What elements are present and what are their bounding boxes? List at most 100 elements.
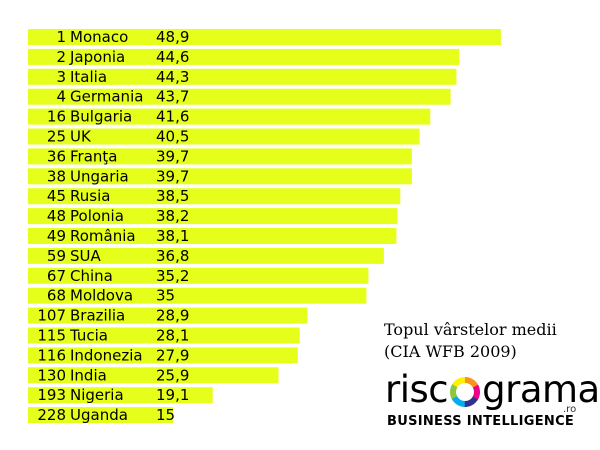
value-label: 48,9 bbox=[156, 28, 189, 46]
rank-label: 193 bbox=[37, 386, 66, 404]
rank-label: 4 bbox=[56, 88, 66, 106]
rank-label: 25 bbox=[47, 128, 66, 146]
bar-row: 25 UK 40,5 bbox=[28, 128, 420, 146]
rank-label: 68 bbox=[47, 287, 66, 305]
bar bbox=[28, 68, 457, 85]
category-label: SUA bbox=[70, 247, 102, 265]
bar-row: 2 Japonia 44,6 bbox=[28, 48, 460, 66]
logo-tagline: BUSINESS INTELLIGENCE bbox=[387, 414, 575, 429]
category-label: UK bbox=[70, 128, 92, 146]
bar-row: 193 Nigeria 19,1 bbox=[28, 386, 213, 404]
rank-label: 48 bbox=[47, 207, 66, 225]
category-label: Brazilia bbox=[70, 307, 125, 325]
bar bbox=[28, 168, 412, 185]
rank-label: 45 bbox=[47, 187, 66, 205]
bar-row: 1 Monaco 48,9 bbox=[28, 28, 501, 46]
bar bbox=[28, 327, 300, 344]
bar bbox=[28, 267, 369, 284]
value-label: 44,6 bbox=[156, 48, 189, 66]
logo-ring-segment bbox=[450, 377, 481, 407]
bar-row: 49 România 38,1 bbox=[28, 227, 397, 245]
bar-row: 48 Polonia 38,2 bbox=[28, 207, 398, 225]
bar bbox=[28, 247, 384, 264]
logo-wordmark: risc grama bbox=[385, 370, 600, 410]
bar bbox=[28, 48, 460, 65]
logo-ring-segment bbox=[450, 377, 481, 407]
logo-ring-segment bbox=[450, 377, 481, 407]
bar-row: 115 Tucia 28,1 bbox=[28, 327, 300, 345]
category-label: România bbox=[70, 227, 136, 245]
value-label: 44,3 bbox=[156, 68, 189, 86]
category-label: China bbox=[70, 267, 113, 285]
bar-row: 228 Uganda 15 bbox=[28, 406, 175, 424]
bar-row: 107 Brazilia 28,9 bbox=[28, 307, 308, 325]
value-label: 41,6 bbox=[156, 108, 189, 126]
bar-row: 38 Ungaria 39,7 bbox=[28, 167, 412, 185]
rank-label: 3 bbox=[56, 68, 66, 86]
bar-row: 130 India 25,9 bbox=[28, 366, 279, 384]
logo-word-left: risc bbox=[385, 368, 449, 411]
value-label: 38,1 bbox=[156, 227, 189, 245]
rank-label: 38 bbox=[47, 167, 66, 185]
rank-label: 2 bbox=[56, 48, 66, 66]
bar-row: 16 Bulgaria 41,6 bbox=[28, 108, 431, 126]
category-label: Polonia bbox=[70, 207, 124, 225]
bar bbox=[28, 228, 397, 244]
logo-suffix: .ro bbox=[563, 404, 577, 415]
value-label: 27,9 bbox=[156, 346, 189, 364]
chart-title-line-1: Topul vârstelor medii bbox=[384, 320, 557, 339]
bar-row: 59 SUA 36,8 bbox=[28, 247, 384, 265]
bar bbox=[28, 347, 298, 364]
category-label: Franţa bbox=[70, 147, 117, 165]
category-label: Nigeria bbox=[70, 386, 124, 404]
bar bbox=[28, 148, 412, 165]
rank-label: 59 bbox=[47, 247, 66, 265]
rank-label: 16 bbox=[47, 108, 66, 126]
value-label: 25,9 bbox=[156, 366, 189, 384]
rank-label: 115 bbox=[37, 327, 66, 345]
bar-row: 68 Moldova 35 bbox=[28, 287, 367, 305]
bar bbox=[28, 88, 451, 105]
bar bbox=[28, 108, 431, 125]
rank-label: 1 bbox=[56, 28, 66, 46]
riscograma-logo: risc grama .ro BUSINESS INTELLIGENCE bbox=[385, 370, 600, 432]
category-label: Rusia bbox=[70, 187, 110, 205]
category-label: Uganda bbox=[70, 406, 128, 424]
category-label: Ungaria bbox=[70, 167, 129, 185]
value-label: 28,1 bbox=[156, 327, 189, 345]
logo-ring-icon bbox=[450, 377, 481, 407]
value-label: 38,2 bbox=[156, 207, 189, 225]
value-label: 15 bbox=[156, 406, 175, 424]
bar-row: 4 Germania 43,7 bbox=[28, 88, 451, 106]
logo-word-right: grama bbox=[482, 368, 600, 411]
bar bbox=[28, 367, 279, 384]
value-label: 38,5 bbox=[156, 187, 189, 205]
chart-title: Topul vârstelor medii (CIA WFB 2009) bbox=[384, 319, 594, 363]
rank-label: 116 bbox=[37, 346, 66, 364]
value-label: 39,7 bbox=[156, 167, 189, 185]
bar-row: 3 Italia 44,3 bbox=[28, 68, 457, 86]
category-label: Japonia bbox=[69, 48, 125, 66]
value-label: 39,7 bbox=[156, 147, 189, 165]
bar-row: 36 Franţa 39,7 bbox=[28, 147, 412, 165]
value-label: 40,5 bbox=[156, 128, 189, 146]
value-label: 43,7 bbox=[156, 88, 189, 106]
rank-label: 130 bbox=[37, 366, 66, 384]
category-label: Bulgaria bbox=[70, 108, 132, 126]
bar-row: 116 Indonezia 27,9 bbox=[28, 346, 298, 364]
rank-label: 228 bbox=[37, 406, 66, 424]
rank-label: 107 bbox=[37, 307, 66, 325]
bar bbox=[28, 128, 420, 145]
bar bbox=[28, 387, 213, 404]
value-label: 28,9 bbox=[156, 307, 189, 325]
bar bbox=[28, 188, 401, 205]
category-label: Moldova bbox=[70, 287, 133, 305]
category-label: Monaco bbox=[70, 28, 128, 46]
value-label: 35,2 bbox=[156, 267, 189, 285]
value-label: 36,8 bbox=[156, 247, 189, 265]
bar-row: 45 Rusia 38,5 bbox=[28, 187, 401, 205]
rank-label: 36 bbox=[47, 147, 66, 165]
category-label: Indonezia bbox=[70, 346, 143, 364]
category-label: Germania bbox=[70, 88, 143, 106]
